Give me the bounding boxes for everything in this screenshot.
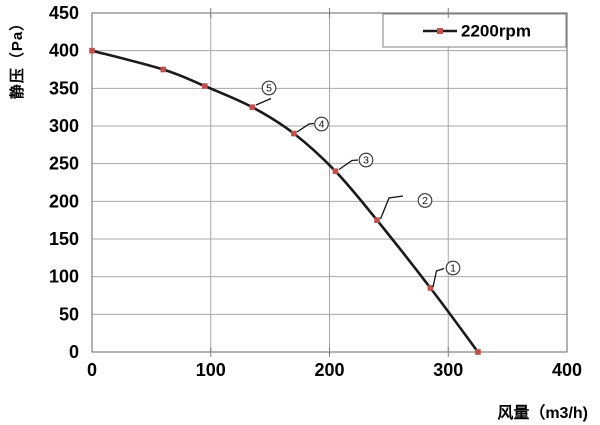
x-tick-label-100: 100 bbox=[196, 360, 226, 380]
y-tick-label-300: 300 bbox=[49, 116, 79, 136]
data-point-marker-6 bbox=[374, 217, 380, 223]
y-tick-label-350: 350 bbox=[49, 78, 79, 98]
annotation-label-3: 3 bbox=[363, 155, 369, 167]
y-tick-label-450: 450 bbox=[49, 3, 79, 23]
annotation-circle-1 bbox=[445, 260, 461, 276]
y-tick-label-50: 50 bbox=[59, 304, 79, 324]
x-axis-title: 风量（m3/h) bbox=[497, 405, 588, 422]
y-tick-label-100: 100 bbox=[49, 267, 79, 287]
annotation-leader-4 bbox=[296, 122, 315, 133]
x-tick-label-400: 400 bbox=[552, 360, 582, 380]
data-point-marker-8 bbox=[475, 349, 481, 355]
data-point-marker-4 bbox=[291, 130, 297, 137]
legend-marker-sample bbox=[437, 28, 443, 34]
data-point-marker-1 bbox=[160, 66, 167, 73]
annotation-leader-3 bbox=[338, 159, 359, 171]
annotation-circle-4 bbox=[314, 116, 329, 132]
annotation-circle-2 bbox=[417, 193, 433, 208]
y-tick-label-150: 150 bbox=[49, 229, 79, 249]
annotation-label-4: 4 bbox=[319, 119, 325, 131]
y-tick-label-400: 400 bbox=[49, 41, 79, 61]
annotation-leader-1 bbox=[432, 267, 445, 288]
annotation-label-2: 2 bbox=[422, 195, 428, 207]
data-point-marker-2 bbox=[202, 83, 208, 89]
annotation-label-1: 1 bbox=[450, 263, 456, 275]
x-tick-label-300: 300 bbox=[433, 360, 463, 380]
legend-box bbox=[382, 13, 567, 48]
legend-label: 2200rpm bbox=[461, 22, 531, 41]
data-point-marker-0 bbox=[89, 47, 95, 54]
y-tick-label-200: 200 bbox=[49, 191, 79, 211]
x-tick-label-200: 200 bbox=[314, 360, 344, 380]
annotation-leader-5 bbox=[255, 97, 272, 106]
data-point-marker-5 bbox=[332, 168, 339, 174]
y-tick-label-250: 250 bbox=[49, 154, 79, 174]
annotation-circle-5 bbox=[261, 80, 277, 96]
annotation-label-5: 5 bbox=[266, 83, 272, 95]
annotation-circle-3 bbox=[358, 152, 374, 168]
data-point-marker-3 bbox=[249, 104, 256, 110]
x-tick-label-0: 0 bbox=[87, 360, 97, 380]
y-tick-label-0: 0 bbox=[69, 342, 79, 362]
annotation-leader-2 bbox=[379, 195, 404, 220]
data-point-marker-7 bbox=[427, 285, 434, 291]
